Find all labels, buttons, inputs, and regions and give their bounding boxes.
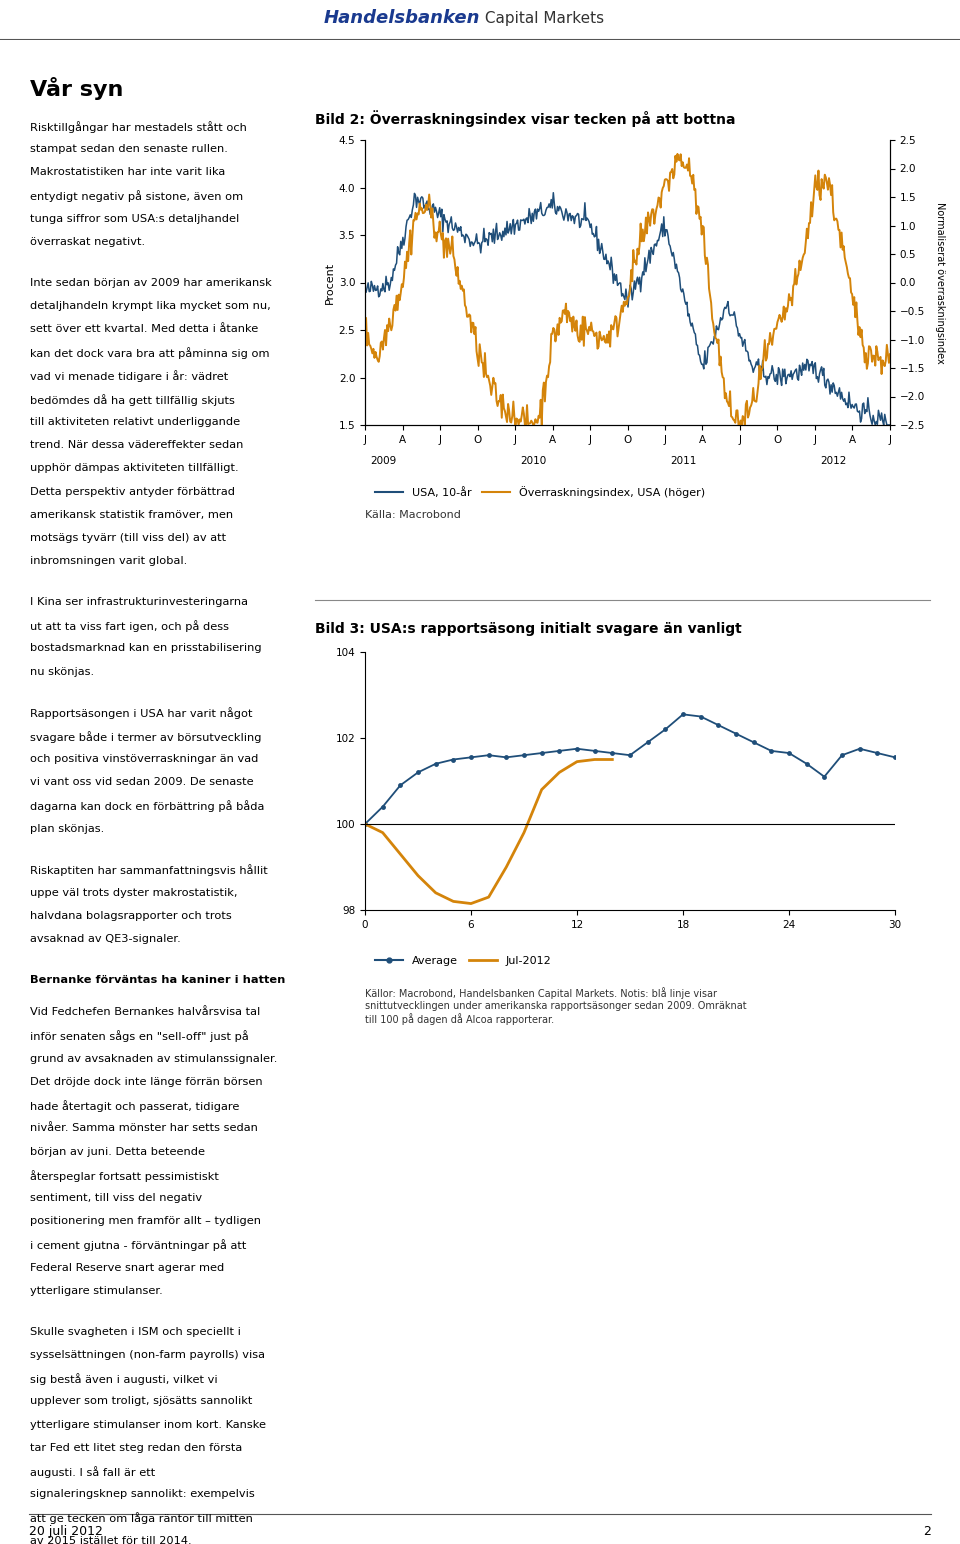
Text: trend. När dessa vädereffekter sedan: trend. När dessa vädereffekter sedan	[30, 440, 244, 451]
Text: Bild 2: Överraskningsindex visar tecken på att bottna: Bild 2: Överraskningsindex visar tecken …	[315, 111, 735, 128]
Text: amerikansk statistik framöver, men: amerikansk statistik framöver, men	[30, 510, 233, 520]
Text: 20 juli 2012: 20 juli 2012	[29, 1525, 103, 1538]
Text: Inte sedan början av 2009 har amerikansk: Inte sedan början av 2009 har amerikansk	[30, 278, 272, 287]
Text: detaljhandeln krympt lika mycket som nu,: detaljhandeln krympt lika mycket som nu,	[30, 301, 271, 310]
Text: Bernanke förväntas ha kaniner i hatten: Bernanke förväntas ha kaniner i hatten	[30, 974, 285, 985]
Text: motsägs tyvärr (till viss del) av att: motsägs tyvärr (till viss del) av att	[30, 533, 227, 543]
Text: början av juni. Detta beteende: början av juni. Detta beteende	[30, 1147, 205, 1156]
Text: Skulle svagheten i ISM och speciellt i: Skulle svagheten i ISM och speciellt i	[30, 1326, 241, 1337]
Text: att ge tecken om låga räntor till mitten: att ge tecken om låga räntor till mitten	[30, 1513, 252, 1524]
Text: upphör dämpas aktiviteten tillfälligt.: upphör dämpas aktiviteten tillfälligt.	[30, 463, 239, 474]
Text: vi vant oss vid sedan 2009. De senaste: vi vant oss vid sedan 2009. De senaste	[30, 777, 253, 787]
Y-axis label: Procent: Procent	[324, 261, 334, 304]
Text: avsaknad av QE3-signaler.: avsaknad av QE3-signaler.	[30, 934, 180, 943]
Text: bedömdes då ha gett tillfällig skjuts: bedömdes då ha gett tillfällig skjuts	[30, 394, 235, 406]
Text: Federal Reserve snart agerar med: Federal Reserve snart agerar med	[30, 1263, 225, 1272]
Text: Vår syn: Vår syn	[30, 77, 124, 100]
Text: till aktiviteten relativt underliggande: till aktiviteten relativt underliggande	[30, 417, 240, 428]
Text: upplever som troligt, sjösätts sannolikt: upplever som troligt, sjösätts sannolikt	[30, 1396, 252, 1407]
Text: vad vi menade tidigare i år: vädret: vad vi menade tidigare i år: vädret	[30, 371, 228, 383]
Text: 2012: 2012	[821, 455, 847, 466]
Text: tunga siffror som USA:s detaljhandel: tunga siffror som USA:s detaljhandel	[30, 213, 239, 224]
Text: Det dröjde dock inte länge förrän börsen: Det dröjde dock inte länge förrän börsen	[30, 1078, 263, 1087]
Text: 2010: 2010	[520, 455, 547, 466]
Text: tar Fed ett litet steg redan den första: tar Fed ett litet steg redan den första	[30, 1442, 242, 1453]
Text: entydigt negativ på sistone, även om: entydigt negativ på sistone, även om	[30, 190, 243, 202]
Text: Bild 3: USA:s rapportsäsong initialt svagare än vanligt: Bild 3: USA:s rapportsäsong initialt sva…	[315, 622, 742, 636]
Text: Makrostatistiken har inte varit lika: Makrostatistiken har inte varit lika	[30, 167, 226, 178]
Text: sysselsättningen (non-farm payrolls) visa: sysselsättningen (non-farm payrolls) vis…	[30, 1349, 265, 1360]
Text: stampat sedan den senaste rullen.: stampat sedan den senaste rullen.	[30, 144, 228, 154]
Text: sett över ett kvartal. Med detta i åtanke: sett över ett kvartal. Med detta i åtank…	[30, 324, 258, 334]
Text: hade återtagit och passerat, tidigare: hade återtagit och passerat, tidigare	[30, 1101, 239, 1112]
Text: augusti. I så fall är ett: augusti. I så fall är ett	[30, 1465, 156, 1478]
Text: Capital Markets: Capital Markets	[480, 11, 604, 26]
Text: halvdana bolagsrapporter och trots: halvdana bolagsrapporter och trots	[30, 911, 231, 920]
Text: bostadsmarknad kan en prisstabilisering: bostadsmarknad kan en prisstabilisering	[30, 644, 262, 653]
Text: positionering men framför allt – tydligen: positionering men framför allt – tydlige…	[30, 1217, 261, 1226]
Text: I Kina ser infrastrukturinvesteringarna: I Kina ser infrastrukturinvesteringarna	[30, 598, 248, 607]
Text: nivåer. Samma mönster har setts sedan: nivåer. Samma mönster har setts sedan	[30, 1124, 258, 1133]
Text: överraskat negativt.: överraskat negativt.	[30, 236, 145, 247]
Text: sig bestå även i augusti, vilket vi: sig bestå även i augusti, vilket vi	[30, 1373, 218, 1385]
Text: 2: 2	[924, 1525, 931, 1538]
Text: grund av avsaknaden av stimulanssignaler.: grund av avsaknaden av stimulanssignaler…	[30, 1055, 277, 1064]
Text: dagarna kan dock en förbättring på båda: dagarna kan dock en förbättring på båda	[30, 800, 264, 812]
Y-axis label: Normaliserat överraskningsindex: Normaliserat överraskningsindex	[934, 202, 945, 363]
Text: signaleringsknep sannolikt: exempelvis: signaleringsknep sannolikt: exempelvis	[30, 1490, 254, 1499]
Text: svagare både i termer av börsutveckling: svagare både i termer av börsutveckling	[30, 730, 261, 743]
Text: kan det dock vara bra att påminna sig om: kan det dock vara bra att påminna sig om	[30, 347, 270, 360]
Text: och positiva vinstöverraskningar än vad: och positiva vinstöverraskningar än vad	[30, 753, 258, 764]
Text: av 2015 istället för till 2014.: av 2015 istället för till 2014.	[30, 1536, 192, 1544]
Text: plan skönjas.: plan skönjas.	[30, 823, 105, 834]
Text: inför senaten sågs en "sell-off" just på: inför senaten sågs en "sell-off" just på	[30, 1030, 249, 1042]
Text: 2011: 2011	[671, 455, 697, 466]
Text: Risktillgångar har mestadels stått och: Risktillgångar har mestadels stått och	[30, 120, 247, 133]
Text: Rapportsäsongen i USA har varit något: Rapportsäsongen i USA har varit något	[30, 707, 252, 720]
Text: i cement gjutna - förväntningar på att: i cement gjutna - förväntningar på att	[30, 1240, 247, 1251]
Text: inbromsningen varit global.: inbromsningen varit global.	[30, 556, 187, 567]
Text: Källor: Macrobond, Handelsbanken Capital Markets. Notis: blå linje visar
snittut: Källor: Macrobond, Handelsbanken Capital…	[365, 988, 747, 1025]
Text: återspeglar fortsatt pessimistiskt: återspeglar fortsatt pessimistiskt	[30, 1170, 219, 1181]
Text: Handelsbanken: Handelsbanken	[324, 9, 480, 26]
Text: nu skönjas.: nu skönjas.	[30, 667, 94, 676]
Text: 2009: 2009	[371, 455, 396, 466]
Legend: USA, 10-år, Överraskningsindex, USA (höger): USA, 10-år, Överraskningsindex, USA (hög…	[371, 482, 709, 503]
Text: Riskaptiten har sammanfattningsvis hållit: Riskaptiten har sammanfattningsvis hålli…	[30, 865, 268, 877]
Text: ytterligare stimulanser inom kort. Kanske: ytterligare stimulanser inom kort. Kansk…	[30, 1419, 266, 1430]
Text: sentiment, till viss del negativ: sentiment, till viss del negativ	[30, 1194, 203, 1203]
Text: Detta perspektiv antyder förbättrad: Detta perspektiv antyder förbättrad	[30, 486, 235, 497]
Text: uppe väl trots dyster makrostatistik,: uppe väl trots dyster makrostatistik,	[30, 888, 237, 897]
Text: ytterligare stimulanser.: ytterligare stimulanser.	[30, 1286, 163, 1295]
Legend: Average, Jul-2012: Average, Jul-2012	[371, 951, 556, 971]
Text: Källa: Macrobond: Källa: Macrobond	[365, 511, 461, 520]
Text: ut att ta viss fart igen, och på dess: ut att ta viss fart igen, och på dess	[30, 621, 229, 631]
Text: Vid Fedchefen Bernankes halvårsvisa tal: Vid Fedchefen Bernankes halvårsvisa tal	[30, 1007, 260, 1017]
